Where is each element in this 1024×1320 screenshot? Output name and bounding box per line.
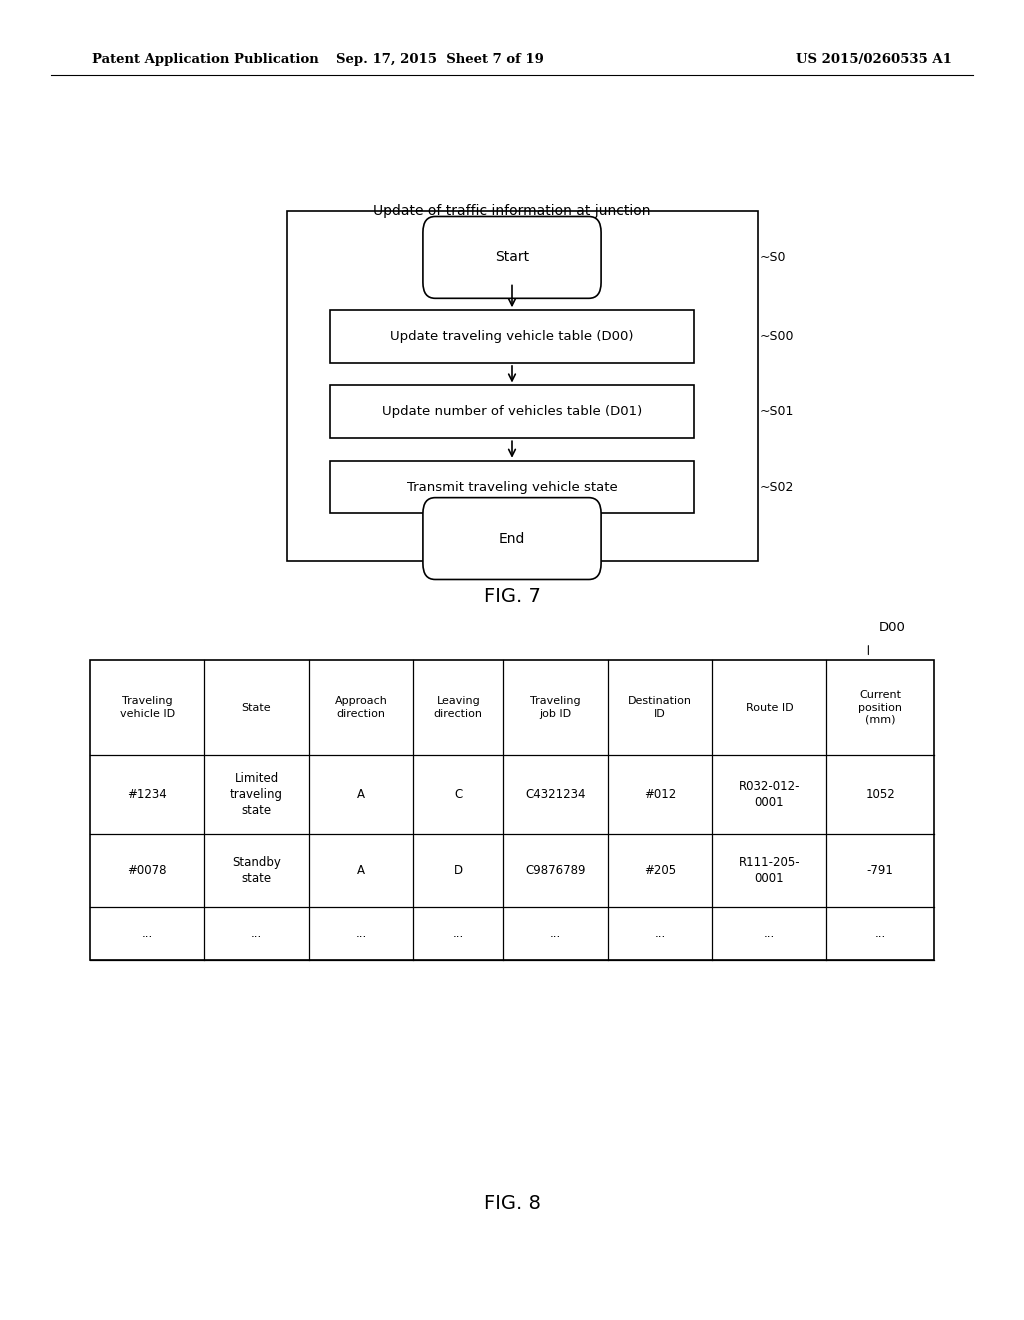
Text: Transmit traveling vehicle state: Transmit traveling vehicle state (407, 480, 617, 494)
Text: Leaving
direction: Leaving direction (434, 697, 482, 718)
Text: 1052: 1052 (865, 788, 895, 801)
Text: Start: Start (495, 251, 529, 264)
Text: ...: ... (251, 927, 262, 940)
Bar (287, 211, 758, 561)
Text: #012: #012 (644, 788, 676, 801)
Bar (330, 385, 694, 438)
Text: ~S01: ~S01 (760, 405, 795, 418)
Text: #1234: #1234 (127, 788, 167, 801)
Text: Approach
direction: Approach direction (335, 697, 387, 718)
Text: Route ID: Route ID (745, 702, 794, 713)
Text: ~S00: ~S00 (760, 330, 795, 343)
Text: -791: -791 (866, 865, 894, 876)
Text: Destination
ID: Destination ID (628, 697, 692, 718)
Text: D00: D00 (879, 620, 905, 634)
Text: D: D (454, 865, 463, 876)
Text: Sep. 17, 2015  Sheet 7 of 19: Sep. 17, 2015 Sheet 7 of 19 (336, 53, 545, 66)
Text: Update of traffic information at junction: Update of traffic information at junctio… (374, 205, 650, 218)
Text: C4321234: C4321234 (525, 788, 586, 801)
Text: A: A (357, 865, 365, 876)
Text: ...: ... (453, 927, 464, 940)
Text: Patent Application Publication: Patent Application Publication (92, 53, 318, 66)
Text: C: C (455, 788, 463, 801)
Text: ...: ... (654, 927, 666, 940)
Text: Standby
state: Standby state (232, 857, 281, 884)
Text: FIG. 8: FIG. 8 (483, 1195, 541, 1213)
FancyBboxPatch shape (423, 498, 601, 579)
Text: ...: ... (874, 927, 886, 940)
Text: Traveling
vehicle ID: Traveling vehicle ID (120, 697, 175, 718)
Text: Traveling
job ID: Traveling job ID (530, 697, 581, 718)
Text: End: End (499, 532, 525, 545)
Text: Current
position
(mm): Current position (mm) (858, 690, 902, 725)
Text: Update traveling vehicle table (D00): Update traveling vehicle table (D00) (390, 330, 634, 343)
Bar (330, 310, 694, 363)
Text: ~S0: ~S0 (760, 251, 786, 264)
Text: ...: ... (764, 927, 775, 940)
Text: ~S02: ~S02 (760, 480, 795, 494)
Text: ...: ... (550, 927, 561, 940)
Bar (330, 461, 694, 513)
Text: ...: ... (141, 927, 153, 940)
Text: State: State (242, 702, 271, 713)
Text: R111-205-
0001: R111-205- 0001 (738, 857, 800, 884)
Text: #0078: #0078 (127, 865, 167, 876)
Text: R032-012-
0001: R032-012- 0001 (738, 780, 800, 809)
FancyBboxPatch shape (423, 216, 601, 298)
Text: A: A (357, 788, 365, 801)
Text: Limited
traveling
state: Limited traveling state (230, 772, 283, 817)
Text: US 2015/0260535 A1: US 2015/0260535 A1 (797, 53, 952, 66)
Text: Update number of vehicles table (D01): Update number of vehicles table (D01) (382, 405, 642, 418)
Bar (90, 660, 934, 960)
Text: C9876789: C9876789 (525, 865, 586, 876)
Text: #205: #205 (644, 865, 676, 876)
Text: FIG. 7: FIG. 7 (483, 587, 541, 606)
Text: ...: ... (355, 927, 367, 940)
